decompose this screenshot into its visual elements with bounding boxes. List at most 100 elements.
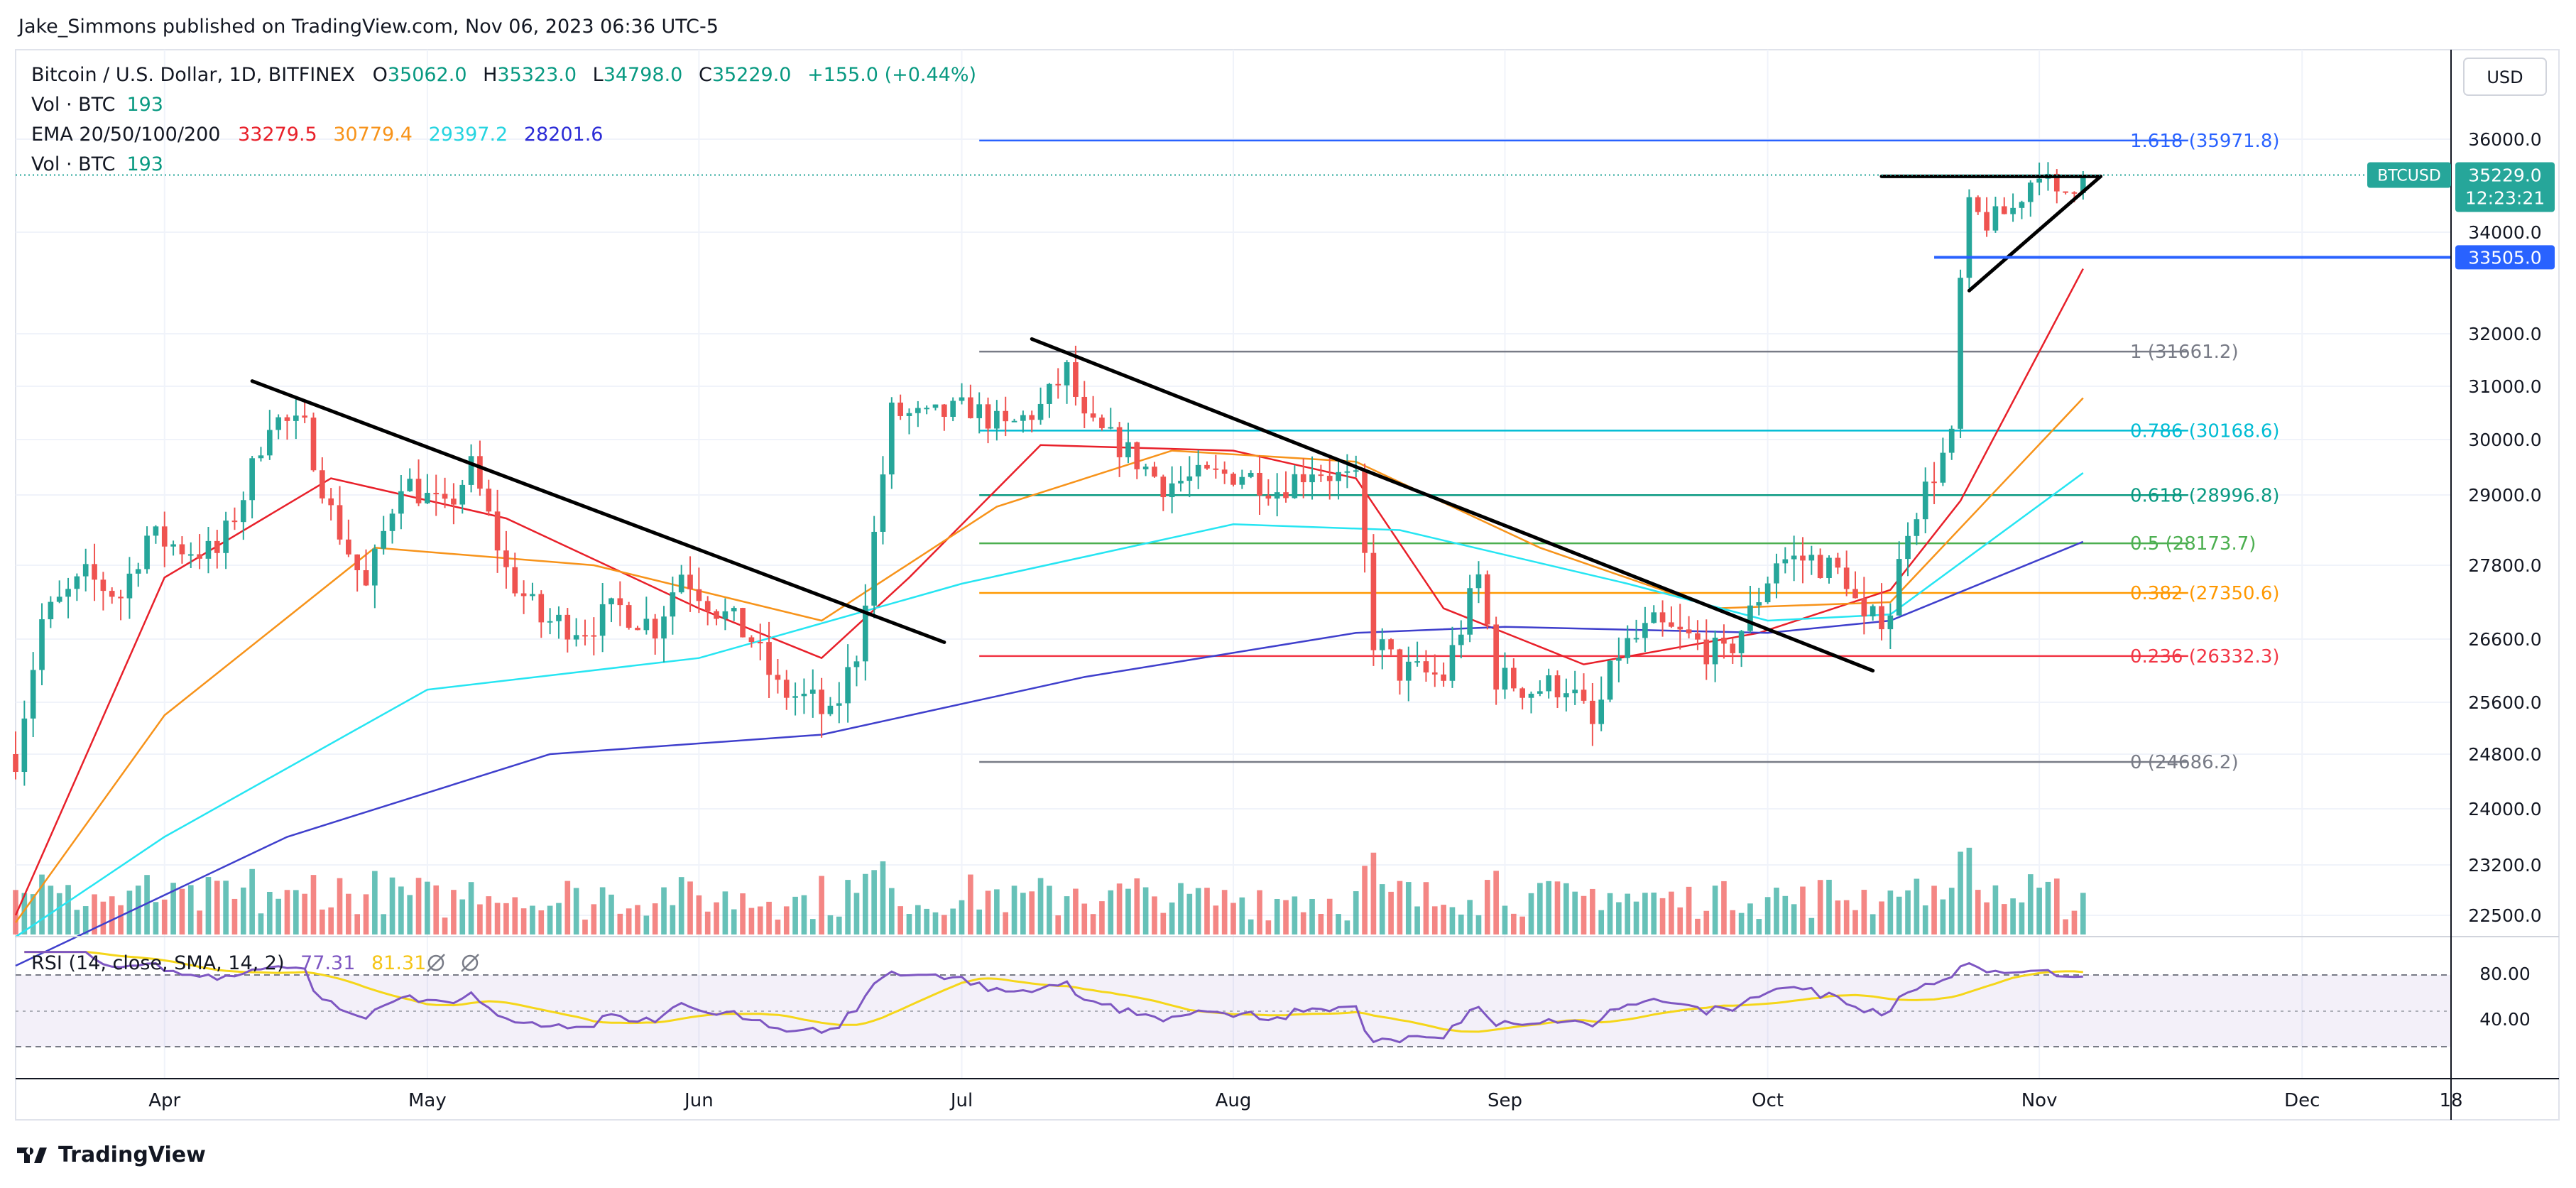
candle-body[interactable] [827,705,834,714]
candle-body[interactable] [1808,555,1815,561]
candle-body[interactable] [801,693,807,697]
candle-body[interactable] [1764,583,1771,603]
candle-body[interactable] [1108,427,1114,429]
candle-body[interactable] [398,491,404,514]
candle-body[interactable] [1502,667,1508,690]
candle-body[interactable] [1423,661,1429,672]
candle-body[interactable] [1414,661,1420,663]
candle-body[interactable] [1292,474,1298,498]
candle-body[interactable] [1020,415,1026,421]
candle-body[interactable] [556,614,562,621]
candle-body[interactable] [1669,622,1674,627]
candle-body[interactable] [231,521,238,523]
candle-body[interactable] [591,635,597,637]
candle-body[interactable] [1826,557,1832,578]
candle-body[interactable] [976,404,983,418]
candle-body[interactable] [1300,474,1306,483]
candle-body[interactable] [2036,178,2042,183]
candle-body[interactable] [1274,492,1280,499]
candle-body[interactable] [1791,555,1797,560]
candle-body[interactable] [2019,202,2025,208]
candle-body[interactable] [687,574,693,589]
candle-body[interactable] [1984,212,1990,231]
candle-body[interactable] [1073,362,1079,397]
candle-body[interactable] [599,604,606,636]
candle-body[interactable] [1441,674,1446,681]
candle-body[interactable] [1467,588,1473,635]
candle-body[interactable] [30,670,36,719]
candle-body[interactable] [258,455,264,459]
candle-body[interactable] [2010,207,2016,214]
candle-body[interactable] [1003,410,1009,422]
candle-body[interactable] [425,493,430,503]
candle-body[interactable] [354,554,361,570]
candle-body[interactable] [783,680,790,698]
candle-body[interactable] [1581,690,1587,701]
candle-body[interactable] [985,404,991,429]
candle-body[interactable] [1257,472,1262,496]
candle-body[interactable] [836,703,842,706]
candle-body[interactable] [538,594,545,623]
candle-body[interactable] [714,611,719,619]
candle-body[interactable] [1519,688,1525,698]
candle-body[interactable] [1213,468,1219,470]
candle-body[interactable] [1756,602,1762,606]
candle-body[interactable] [722,611,728,619]
candle-body[interactable] [415,479,422,503]
candle-body[interactable] [1152,467,1157,477]
candle-body[interactable] [65,589,71,597]
candle-body[interactable] [161,526,168,547]
candle-body[interactable] [21,718,28,773]
candle-body[interactable] [266,430,273,456]
candle-body[interactable] [1774,563,1779,584]
candle-body[interactable] [906,413,912,416]
candle-body[interactable] [1142,467,1149,469]
candle-body[interactable] [932,404,939,408]
candle-body[interactable] [512,567,518,594]
candle-body[interactable] [1546,675,1551,692]
candle-body[interactable] [757,642,763,644]
trendline[interactable] [250,379,946,644]
candle-body[interactable] [792,696,798,698]
candle-body[interactable] [442,494,448,499]
candle-body[interactable] [1318,474,1324,476]
candle-body[interactable] [1572,690,1578,694]
candle-body[interactable] [1835,557,1841,568]
candle-body[interactable] [608,598,614,604]
rsi-pane[interactable]: RSI (14, close, SMA, 14, 2) 77.31 81.31 [16,936,2559,1047]
candle-body[interactable] [670,592,676,617]
candle-body[interactable] [494,511,501,551]
candle-body[interactable] [1169,483,1175,498]
candle-body[interactable] [880,474,886,532]
candle-body[interactable] [1966,197,1972,278]
candle-body[interactable] [564,614,571,640]
candle-body[interactable] [1353,470,1359,472]
candle-body[interactable] [582,635,588,637]
candle-body[interactable] [959,397,965,401]
candle-body[interactable] [853,661,860,667]
candle-body[interactable] [809,690,816,694]
candle-body[interactable] [1458,634,1464,645]
candle-body[interactable] [118,596,124,599]
candle-body[interactable] [2080,175,2086,194]
candle-body[interactable] [1248,472,1254,477]
candle-body[interactable] [39,619,45,670]
candle-body[interactable] [915,408,921,413]
candle-body[interactable] [170,544,176,547]
candle-body[interactable] [1914,519,1920,536]
candle-body[interactable] [1598,699,1605,724]
candle-body[interactable] [1379,639,1385,650]
candle-body[interactable] [74,576,80,589]
candle-body[interactable] [643,618,650,631]
candle-body[interactable] [1239,476,1245,485]
candle-body[interactable] [626,605,632,628]
candle-body[interactable] [1695,633,1701,640]
candle-body[interactable] [678,574,684,593]
tradingview-logo[interactable]: TradingView [17,1143,206,1167]
candle-body[interactable] [1186,476,1193,481]
candle-body[interactable] [284,417,290,421]
trendline[interactable] [1967,174,2102,293]
candle-body[interactable] [2053,173,2060,192]
candle-body[interactable] [740,608,746,638]
candle-body[interactable] [1616,658,1622,661]
